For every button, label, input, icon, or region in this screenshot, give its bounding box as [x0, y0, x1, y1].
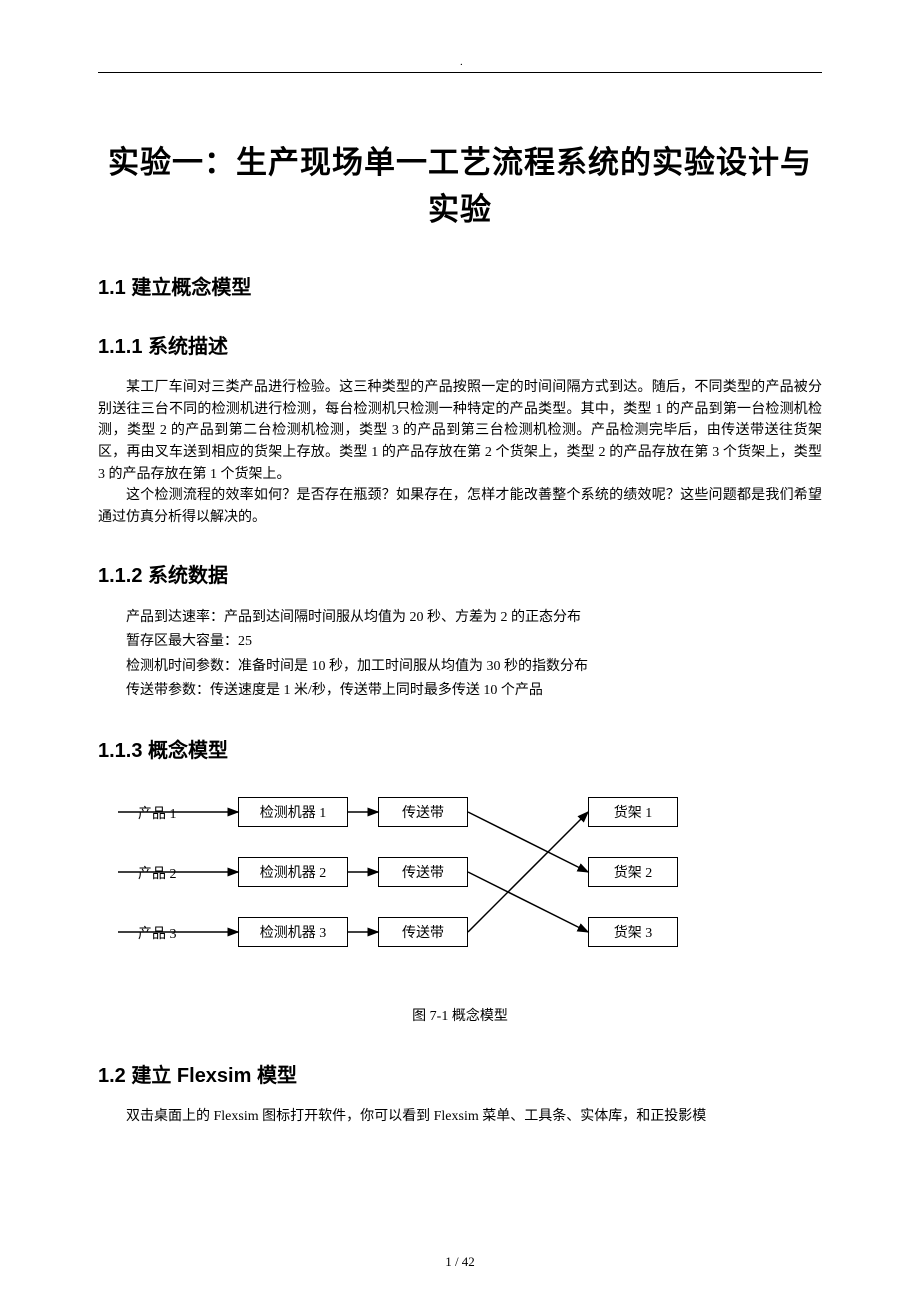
- conveyor-box: 传送带: [378, 917, 468, 947]
- shelf-box: 货架 3: [588, 917, 678, 947]
- heading-1-1: 1.1 建立概念模型: [98, 271, 822, 300]
- figure-caption: 图 7-1 概念模型: [98, 1005, 822, 1025]
- data-line-3: 检测机时间参数：准备时间是 10 秒，加工时间服从均值为 30 秒的指数分布: [126, 655, 822, 680]
- page-title: 实验一：生产现场单一工艺流程系统的实验设计与实验: [98, 140, 822, 233]
- shelf-box: 货架 2: [588, 857, 678, 887]
- heading-1-1-1: 1.1.1 系统描述: [98, 330, 822, 359]
- heading-1-2: 1.2 建立 Flexsim 模型: [98, 1059, 822, 1088]
- heading-1-1-2: 1.1.2 系统数据: [98, 559, 822, 588]
- machine-box: 检测机器 1: [238, 797, 348, 827]
- page-number: 1 / 42: [0, 1254, 920, 1270]
- paragraph-desc-1: 某工厂车间对三类产品进行检验。这三种类型的产品按照一定的时间间隔方式到达。随后，…: [98, 377, 822, 485]
- product-label: 产品 2: [138, 863, 177, 883]
- machine-box: 检测机器 3: [238, 917, 348, 947]
- header-mark: .: [460, 56, 463, 68]
- header-rule: [98, 72, 822, 73]
- machine-box: 检测机器 2: [238, 857, 348, 887]
- data-line-1: 产品到达速率：产品到达间隔时间服从均值为 20 秒、方差为 2 的正态分布: [126, 606, 822, 631]
- product-label: 产品 1: [138, 803, 177, 823]
- system-data-list: 产品到达速率：产品到达间隔时间服从均值为 20 秒、方差为 2 的正态分布 暂存…: [98, 606, 822, 704]
- conveyor-box: 传送带: [378, 797, 468, 827]
- data-line-2: 暂存区最大容量：25: [126, 630, 822, 655]
- shelf-box: 货架 1: [588, 797, 678, 827]
- concept-model-diagram: 产品 1产品 2产品 3检测机器 1检测机器 2检测机器 3传送带传送带传送带货…: [98, 785, 822, 985]
- paragraph-desc-2: 这个检测流程的效率如何？是否存在瓶颈？如果存在，怎样才能改善整个系统的绩效呢？这…: [98, 485, 822, 528]
- paragraph-flexsim: 双击桌面上的 Flexsim 图标打开软件，你可以看到 Flexsim 菜单、工…: [98, 1106, 822, 1128]
- data-line-4: 传送带参数：传送速度是 1 米/秒，传送带上同时最多传送 10 个产品: [126, 679, 822, 704]
- heading-1-1-3: 1.1.3 概念模型: [98, 734, 822, 763]
- product-label: 产品 3: [138, 923, 177, 943]
- conveyor-box: 传送带: [378, 857, 468, 887]
